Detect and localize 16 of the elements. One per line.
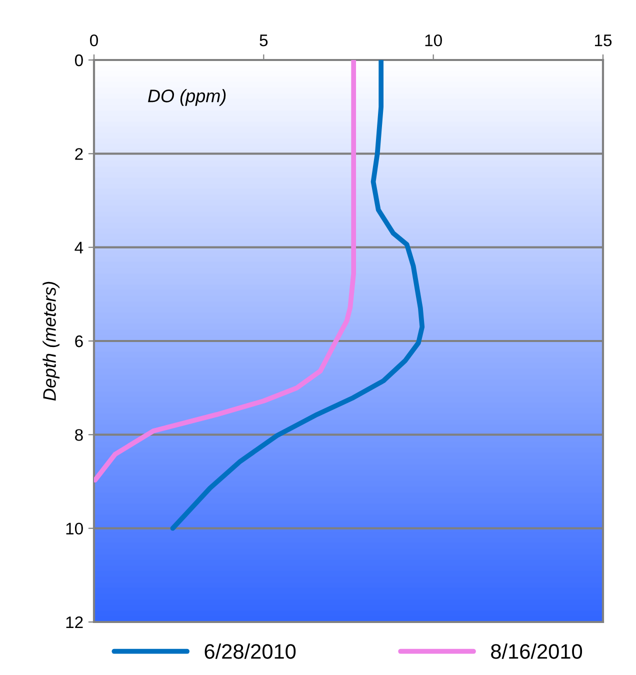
line-series (94, 60, 356, 483)
x-tick-label: 0 (90, 34, 98, 46)
x-tick-label: 15 (595, 34, 612, 46)
x-axis-title: DO (ppm) (148, 89, 226, 106)
y-tick-label: 0 (74, 54, 83, 66)
y-tick-label: 2 (75, 148, 83, 160)
x-tick-label: 10 (425, 34, 442, 46)
legend-label: 6/28/2010 (204, 644, 296, 659)
y-axis-title: Depth (meters) (42, 282, 60, 401)
y-tick-label: 4 (74, 242, 84, 254)
y-tick-label: 10 (66, 522, 83, 535)
y-tick-label: 8 (75, 429, 83, 441)
x-tick-label: 5 (260, 34, 268, 46)
legend-label: 8/16/2010 (491, 644, 582, 659)
y-tick-label: 12 (66, 616, 83, 628)
y-tick-label: 6 (75, 335, 83, 348)
